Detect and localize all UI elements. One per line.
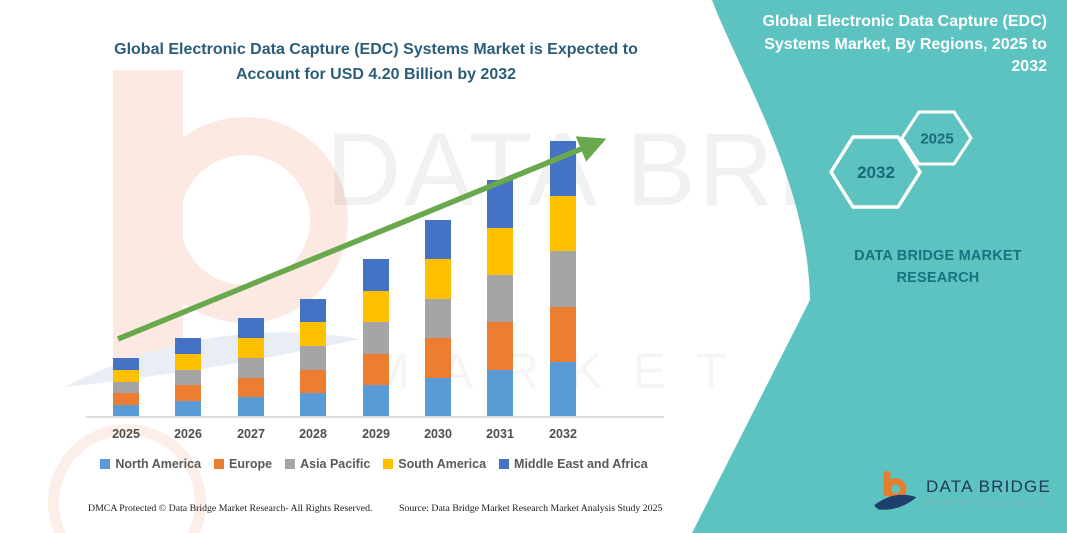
legend-item: Middle East and Africa <box>499 457 648 471</box>
x-axis-tick-label: 2032 <box>549 427 577 441</box>
bar-segment <box>113 393 139 406</box>
panel-title: Global Electronic Data Capture (EDC) Sys… <box>762 13 1048 76</box>
brand-text: DATA BRIDGE MARKET RESEARCH <box>854 248 1022 286</box>
legend-label: Asia Pacific <box>300 457 371 471</box>
legend-item: Asia Pacific <box>285 457 370 471</box>
databridge-logo-icon <box>874 471 917 510</box>
logo-subtitle: MARKET RESEARCH <box>926 500 1045 507</box>
bar-segment <box>113 369 139 382</box>
chart-title: Global Electronic Data Capture (EDC) Sys… <box>114 41 638 83</box>
legend-swatch <box>100 459 111 469</box>
x-axis-tick-label: 2026 <box>174 427 202 441</box>
legend-label: South America <box>398 457 487 471</box>
bar-segment <box>363 353 389 386</box>
bar-segment <box>550 361 576 417</box>
source-text: Source: Data Bridge Market Research Mark… <box>399 503 663 514</box>
legend-label: Europe <box>229 457 273 471</box>
bar-segment <box>113 381 139 394</box>
bar-segment <box>175 401 201 417</box>
watermark-circle-shape <box>48 424 206 533</box>
chart-legend: North America Europe Asia Pacific South Ame… <box>78 457 670 471</box>
bar-segment <box>300 393 326 417</box>
x-axis-tick-label: 2027 <box>237 427 265 441</box>
legend-swatch <box>383 459 394 469</box>
bar-segment <box>487 369 513 417</box>
legend-item: North America <box>100 457 201 471</box>
hexagon-label-2032: 2032 <box>857 163 895 182</box>
bar-segment <box>425 338 451 378</box>
logo-name: DATA BRIDGE <box>926 477 1051 496</box>
bar-segment <box>238 377 264 398</box>
bar-segment <box>175 353 201 370</box>
databridge-logo: DATA BRIDGE MARKET RESEARCH <box>872 468 1051 516</box>
x-axis-tick-label: 2030 <box>424 427 452 441</box>
bar-segment <box>425 377 451 417</box>
bar-segment <box>175 338 201 354</box>
legend-item: Europe <box>214 457 272 471</box>
x-axis-line <box>86 416 664 418</box>
legend-label: North America <box>115 457 202 471</box>
x-axis-tick-label: 2028 <box>299 427 327 441</box>
hexagon-label-2025: 2025 <box>920 130 954 148</box>
x-axis-tick-label: 2029 <box>362 427 390 441</box>
x-axis-tick-label: 2025 <box>112 427 140 441</box>
bar-segment <box>113 357 139 370</box>
bar-segment <box>238 357 264 378</box>
x-axis-tick-label: 2031 <box>486 427 514 441</box>
bar-segment <box>175 369 201 386</box>
legend-swatch <box>285 459 296 469</box>
bar-segment <box>113 405 139 417</box>
bar-segment <box>175 385 201 402</box>
bar-segment <box>300 346 326 370</box>
bar-segment <box>238 397 264 417</box>
dmca-copyright-text: DMCA Protected © Data Bridge Market Rese… <box>88 503 373 514</box>
legend-label: Middle East and Africa <box>514 457 648 471</box>
bar-segment <box>238 338 264 358</box>
legend-item: South America <box>383 457 486 471</box>
legend-swatch <box>214 459 225 469</box>
bar-segment <box>300 369 326 394</box>
bar-segment <box>363 385 389 417</box>
legend-swatch <box>499 459 510 469</box>
